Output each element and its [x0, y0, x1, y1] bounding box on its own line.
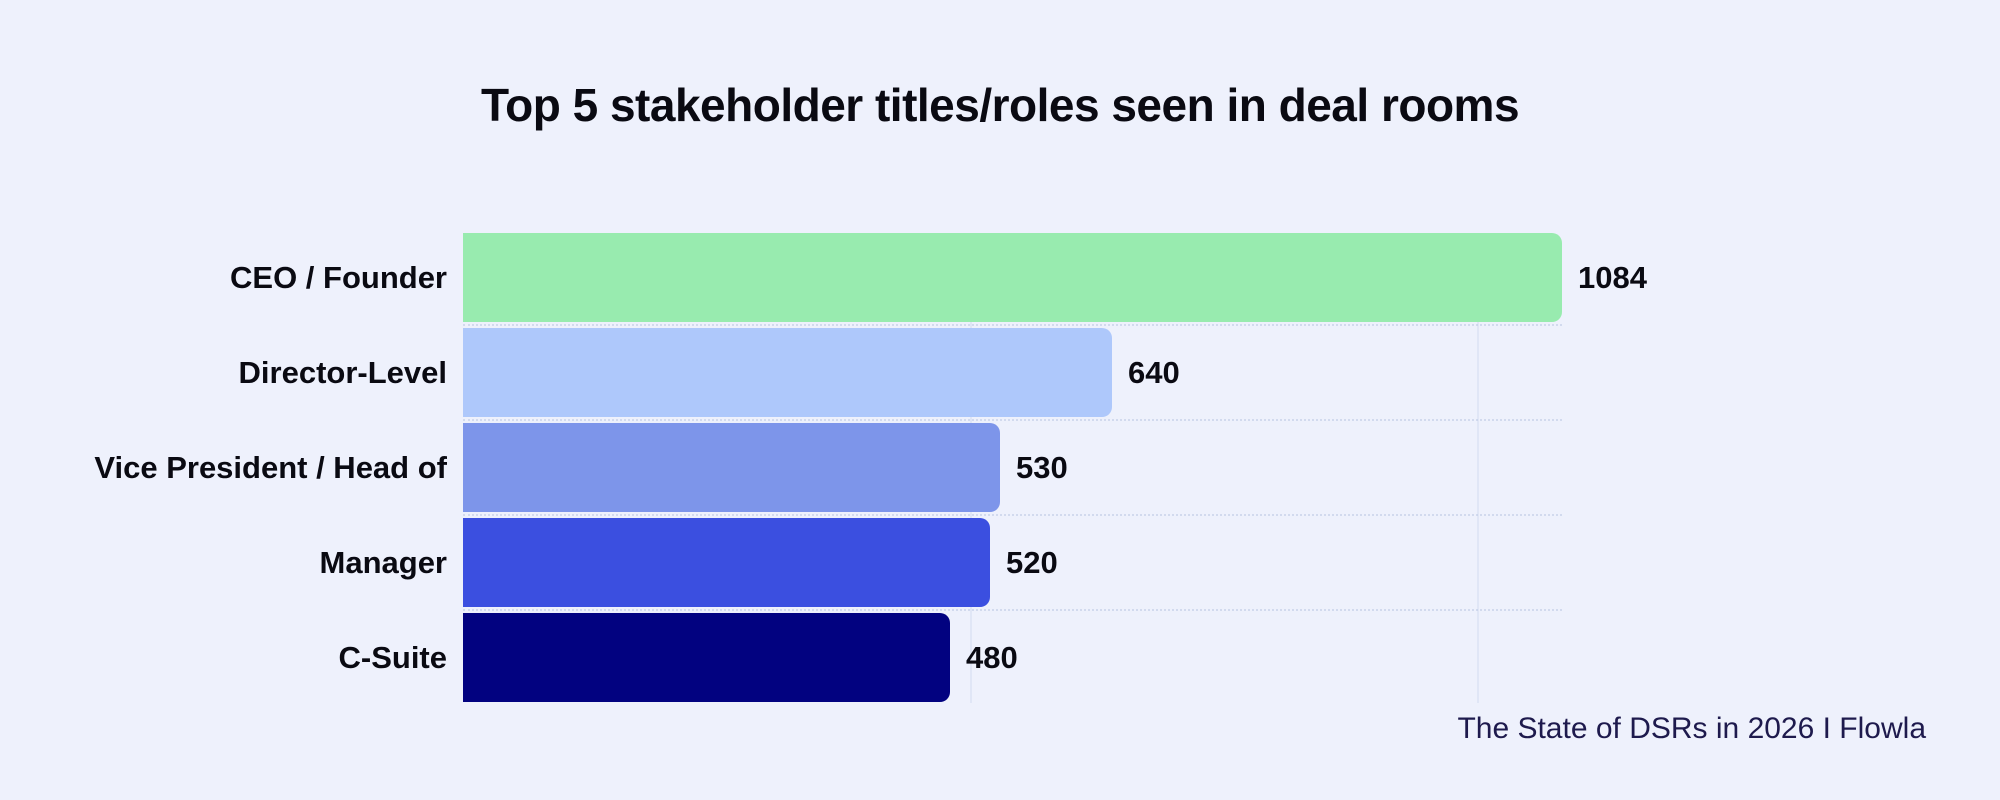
category-label: CEO / Founder	[230, 259, 447, 295]
horizontal-gridline	[463, 324, 1562, 326]
bar-row: C-Suite 480	[0, 613, 2000, 702]
chart-title: Top 5 stakeholder titles/roles seen in d…	[480, 79, 1520, 131]
category-label: C-Suite	[338, 639, 448, 675]
bar-row: Manager 520	[0, 518, 2000, 607]
value-label: 640	[1128, 354, 1180, 390]
horizontal-gridline	[463, 514, 1562, 516]
bar	[463, 613, 950, 702]
bar-chart: CEO / Founder 1084 Director-Level 640 Vice P…	[0, 233, 2000, 708]
category-label: Director-Level	[238, 354, 447, 390]
horizontal-gridline	[463, 609, 1562, 611]
value-label: 530	[1016, 449, 1068, 485]
bar	[463, 518, 990, 607]
horizontal-gridline	[463, 419, 1562, 421]
bar-row: Vice President / Head of 530	[0, 423, 2000, 512]
value-label: 1084	[1578, 259, 1647, 295]
bar-row: Director-Level 640	[0, 328, 2000, 417]
bar-row: CEO / Founder 1084	[0, 233, 2000, 322]
category-label: Manager	[319, 544, 447, 580]
source-attribution: The State of DSRs in 2026 I Flowla	[1457, 712, 1926, 745]
bar	[463, 233, 1562, 322]
bar	[463, 328, 1112, 417]
bar	[463, 423, 1000, 512]
vertical-gridline	[1477, 233, 1479, 703]
value-label: 520	[1006, 544, 1058, 580]
category-label: Vice President / Head of	[94, 449, 447, 485]
value-label: 480	[966, 639, 1018, 675]
